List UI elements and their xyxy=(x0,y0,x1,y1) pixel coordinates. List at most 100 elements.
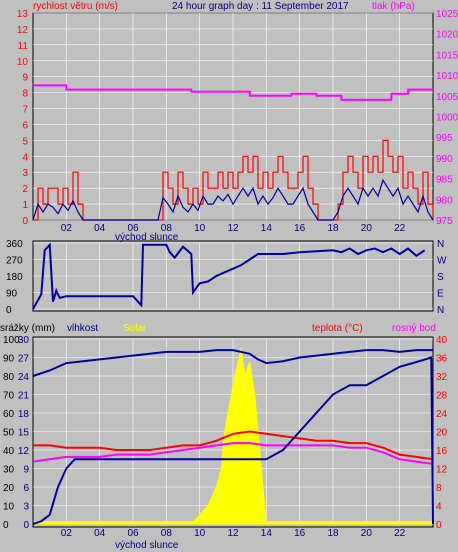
panel1-y-tick-right: 990 xyxy=(436,154,453,165)
wind-speed-label: rychlost větru (m/s) xyxy=(33,1,118,12)
panel1-y-tick-right: 1005 xyxy=(436,92,458,103)
panel3-y-tick-rain: 30 xyxy=(18,335,30,346)
wind-direction-series xyxy=(32,242,426,310)
rain-label: srážky (mm) xyxy=(0,323,55,334)
panel2-y-tick-left: 360 xyxy=(6,239,23,250)
panel3-y-tick-humidity: 0 xyxy=(3,520,9,531)
humidity-series xyxy=(32,349,433,377)
temperature-series xyxy=(33,430,434,461)
panel2-y-tick-left: 180 xyxy=(6,272,23,283)
pressure-series xyxy=(33,84,433,101)
panel3-x-tick: 10 xyxy=(194,528,206,539)
panel1-x-tick: 02 xyxy=(61,223,73,234)
panel1-x-tick: 18 xyxy=(327,223,339,234)
panel3-x-tick: 20 xyxy=(361,528,373,539)
temperature-label: teplota (°C) xyxy=(312,323,363,334)
panel3-y-tick-humidity: 80 xyxy=(3,372,15,383)
panel1-x-tick: 10 xyxy=(194,223,206,234)
panel3-y-tick-humidity: 70 xyxy=(3,391,15,402)
panel3-x-tick: 04 xyxy=(94,528,106,539)
panel3-x-tick: 06 xyxy=(127,528,139,539)
panel1-y-tick-right: 1000 xyxy=(436,113,458,124)
panel2-y-tick-right: N xyxy=(437,239,444,250)
panel3-y-tick-humidity: 40 xyxy=(3,446,15,457)
panel3-y-tick-rain: 24 xyxy=(18,372,30,383)
sunrise-label-top: východ slunce xyxy=(115,232,179,243)
panel3-y-tick-humidity: 10 xyxy=(3,502,15,513)
panel2-y-tick-right: S xyxy=(437,272,444,283)
panel1-y-tick-right: 985 xyxy=(436,175,453,186)
panel1-y-tick-right: 995 xyxy=(436,133,453,144)
panel2-y-tick-left: 90 xyxy=(6,289,18,300)
panel3-y-tick-right: 36 xyxy=(436,354,448,365)
panel1-y-tick-right: 1020 xyxy=(436,30,458,41)
panel1-y-tick-left: 11 xyxy=(18,41,29,52)
panel1-y-tick-left: 2 xyxy=(22,184,28,195)
panel1-y-tick-left: 6 xyxy=(22,120,28,131)
panel2-y-tick-right: E xyxy=(437,289,444,300)
panel1-y-tick-left: 4 xyxy=(22,152,28,163)
panel3-y-tick-rain: 12 xyxy=(18,446,30,457)
panel1-x-tick: 12 xyxy=(227,223,239,234)
panel3-x-tick: 02 xyxy=(61,528,73,539)
dewpoint-series xyxy=(32,442,434,465)
panel3-y-tick-rain: 27 xyxy=(18,354,30,365)
panel3-y-tick-humidity: 100 xyxy=(3,335,20,346)
panel1-y-tick-right: 980 xyxy=(436,195,453,206)
panel3-y-tick-humidity: 60 xyxy=(3,409,15,420)
panel1-y-tick-right: 975 xyxy=(436,216,453,227)
panel1-x-tick: 06 xyxy=(127,223,139,234)
panel3-y-tick-right: 4 xyxy=(436,502,442,513)
sunrise-label-bottom: východ slunce xyxy=(115,540,179,551)
wind-average-series xyxy=(32,178,434,221)
panel3-y-tick-rain: 9 xyxy=(23,465,29,476)
panel1-y-tick-left: 7 xyxy=(22,105,28,116)
panel1-y-tick-right: 1010 xyxy=(436,71,458,82)
panel1-y-tick-left: 8 xyxy=(22,89,28,100)
panel3-x-tick: 08 xyxy=(161,528,173,539)
panel3-y-tick-right: 8 xyxy=(436,483,442,494)
panel1-y-tick-left: 3 xyxy=(22,168,28,179)
panel1-y-tick-left: 5 xyxy=(22,136,28,147)
panel1-y-tick-left: 13 xyxy=(17,9,29,20)
panel3-y-tick-humidity: 90 xyxy=(3,354,15,365)
solar-series xyxy=(33,348,433,525)
panel3-x-tick: 12 xyxy=(227,528,239,539)
panel3-x-tick: 18 xyxy=(327,528,339,539)
panel3-y-tick-humidity: 50 xyxy=(3,428,15,439)
panel1-y-tick-left: 0 xyxy=(22,216,28,227)
panel3-y-tick-rain: 15 xyxy=(18,428,30,439)
panel3-y-tick-right: 16 xyxy=(436,446,448,457)
humidity-label: vlhkost xyxy=(67,323,98,334)
chart-title: 24 hour graph day : 11 September 2017 xyxy=(172,1,349,12)
panel3-y-tick-right: 32 xyxy=(436,372,448,383)
pressure-label: tlak (hPa) xyxy=(372,1,415,12)
panel1-y-tick-left: 9 xyxy=(22,73,28,84)
panel3-y-tick-right: 20 xyxy=(436,428,448,439)
panel2-y-tick-left: 0 xyxy=(6,305,12,316)
panel3-y-tick-rain: 3 xyxy=(23,502,29,513)
panel3-x-tick: 22 xyxy=(394,528,406,539)
rain-series xyxy=(32,356,434,525)
solar-label: Solar xyxy=(123,323,147,334)
panel3-y-tick-right: 24 xyxy=(436,409,448,420)
panel1-y-tick-right: 1015 xyxy=(436,50,458,61)
panel3-y-tick-right: 0 xyxy=(436,520,442,531)
panel3-y-tick-right: 40 xyxy=(436,335,448,346)
panel2-y-tick-left: 270 xyxy=(6,256,23,267)
solar-baseline xyxy=(34,521,432,524)
panel3-y-tick-rain: 6 xyxy=(23,483,29,494)
panel1-x-tick: 16 xyxy=(294,223,306,234)
panel1-y-tick-left: 1 xyxy=(22,200,28,211)
panel3-x-tick: 16 xyxy=(294,528,306,539)
panel3-y-tick-humidity: 30 xyxy=(3,465,15,476)
panel3-y-tick-rain: 18 xyxy=(18,409,30,420)
dewpoint-label: rosný bod xyxy=(392,323,436,334)
panel3-y-tick-humidity: 20 xyxy=(3,483,15,494)
panel1-x-tick: 20 xyxy=(361,223,373,234)
panel3-y-tick-right: 28 xyxy=(436,391,448,402)
panel1-y-tick-right: 1025 xyxy=(436,9,458,20)
